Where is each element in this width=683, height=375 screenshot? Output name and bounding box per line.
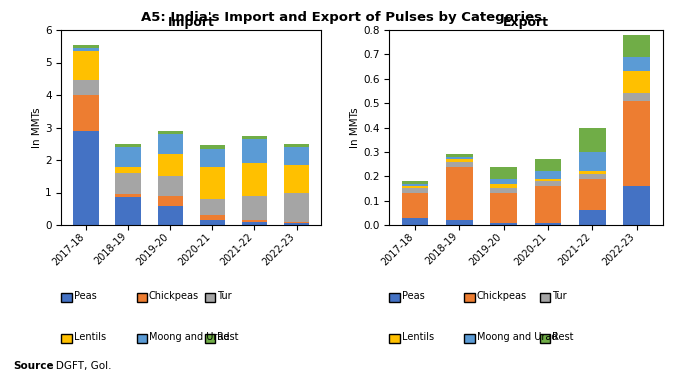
Text: A5: India's Import and Export of Pulses by Categories: A5: India's Import and Export of Pulses …	[141, 11, 542, 24]
Bar	[579, 174, 606, 179]
Bar	[579, 179, 606, 210]
Bar	[73, 80, 98, 95]
Bar	[115, 144, 141, 147]
Text: Chickpeas: Chickpeas	[477, 291, 527, 301]
Bar	[199, 166, 225, 199]
Text: Chickpeas: Chickpeas	[149, 291, 199, 301]
Bar	[73, 51, 98, 80]
Bar	[402, 217, 428, 225]
Bar	[446, 166, 473, 220]
Y-axis label: In MMTs: In MMTs	[350, 107, 361, 148]
Bar	[624, 186, 650, 225]
Bar	[242, 136, 267, 139]
Bar	[73, 95, 98, 131]
Bar	[199, 199, 225, 215]
Bar	[284, 224, 309, 225]
Text: : DGFT, GoI.: : DGFT, GoI.	[49, 361, 112, 371]
Bar	[115, 147, 141, 166]
Bar	[490, 179, 517, 184]
Bar	[158, 206, 183, 225]
Bar	[242, 163, 267, 196]
Bar	[535, 159, 561, 171]
Bar	[284, 147, 309, 165]
Bar	[624, 35, 650, 57]
Bar	[115, 173, 141, 194]
Bar	[490, 184, 517, 188]
Y-axis label: In MMTs: In MMTs	[32, 107, 42, 148]
Bar	[579, 152, 606, 171]
Bar	[284, 144, 309, 147]
Bar	[199, 220, 225, 225]
Text: Tur: Tur	[217, 291, 232, 301]
Bar	[579, 210, 606, 225]
Text: Tur: Tur	[552, 291, 566, 301]
Bar	[284, 222, 309, 224]
Bar	[446, 162, 473, 166]
Bar	[199, 215, 225, 220]
Bar	[115, 194, 141, 197]
Bar	[284, 165, 309, 192]
Text: Peas: Peas	[402, 291, 424, 301]
Bar	[446, 154, 473, 157]
Bar	[535, 171, 561, 179]
Text: Moong and Urad: Moong and Urad	[477, 333, 557, 342]
Text: Rest: Rest	[552, 333, 573, 342]
Bar	[402, 181, 428, 184]
Bar	[402, 184, 428, 186]
Text: Source: Source	[14, 361, 54, 371]
Bar	[73, 131, 98, 225]
Text: Moong and Urad: Moong and Urad	[149, 333, 229, 342]
Bar	[446, 220, 473, 225]
Bar	[199, 146, 225, 148]
Bar	[624, 57, 650, 71]
Bar	[242, 196, 267, 220]
Bar	[535, 223, 561, 225]
Bar	[490, 188, 517, 194]
Text: Peas: Peas	[74, 291, 96, 301]
Bar	[446, 159, 473, 162]
Bar	[158, 131, 183, 134]
Bar	[73, 45, 98, 48]
Text: Lentils: Lentils	[402, 333, 434, 342]
Bar	[579, 171, 606, 174]
Title: Export: Export	[503, 16, 549, 29]
Bar	[284, 192, 309, 222]
Bar	[402, 186, 428, 188]
Bar	[242, 222, 267, 225]
Bar	[579, 128, 606, 152]
Text: Rest: Rest	[217, 333, 238, 342]
Bar	[242, 139, 267, 163]
Bar	[158, 176, 183, 196]
Bar	[402, 194, 428, 217]
Bar	[73, 48, 98, 51]
Bar	[446, 157, 473, 159]
Bar	[624, 71, 650, 93]
Bar	[158, 196, 183, 206]
Bar	[199, 148, 225, 166]
Bar	[158, 134, 183, 153]
Bar	[490, 223, 517, 225]
Bar	[242, 220, 267, 222]
Bar	[115, 197, 141, 225]
Bar	[490, 166, 517, 179]
Title: Import: Import	[168, 16, 214, 29]
Bar	[624, 93, 650, 101]
Bar	[115, 166, 141, 173]
Bar	[535, 181, 561, 186]
Bar	[535, 179, 561, 181]
Bar	[158, 153, 183, 176]
Bar	[624, 101, 650, 186]
Bar	[535, 186, 561, 223]
Text: Lentils: Lentils	[74, 333, 106, 342]
Bar	[402, 188, 428, 194]
Bar	[490, 194, 517, 223]
